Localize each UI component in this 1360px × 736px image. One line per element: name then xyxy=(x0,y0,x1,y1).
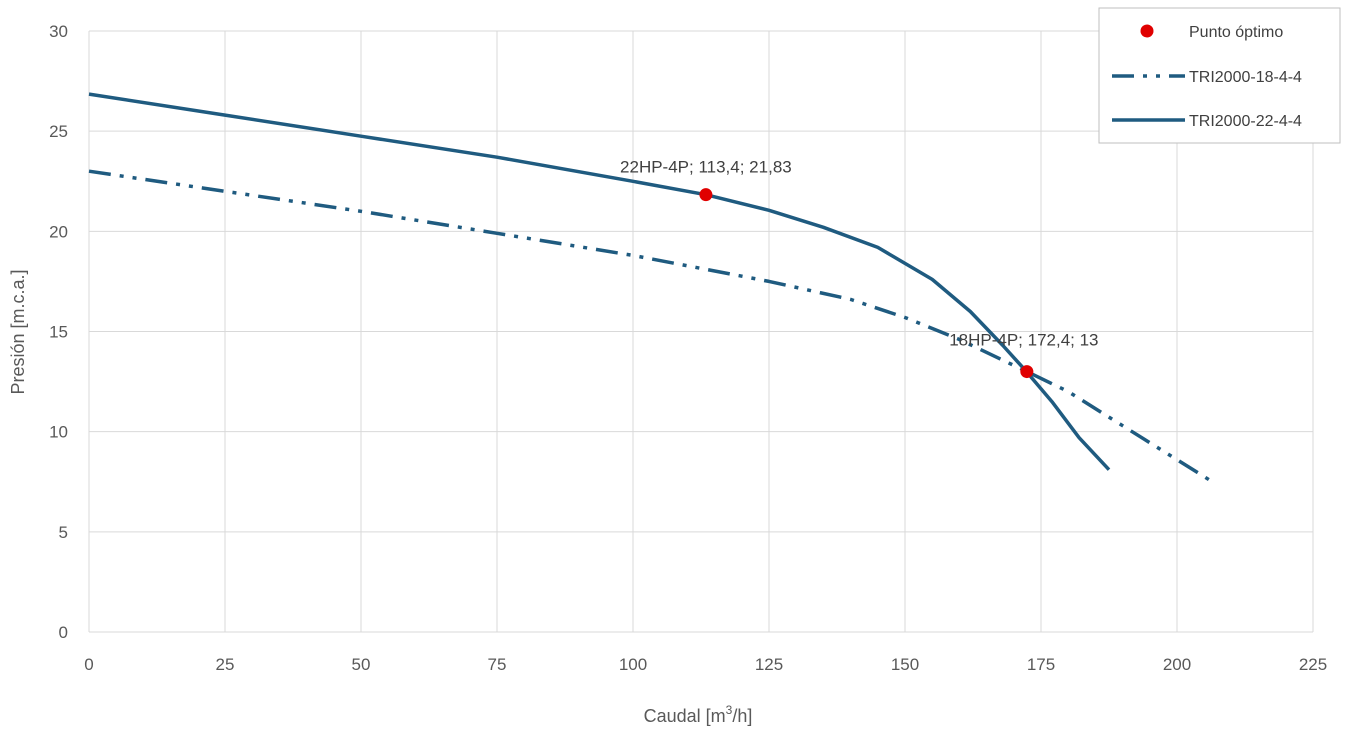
optimal-point-marker xyxy=(699,188,713,202)
y-tick-label: 15 xyxy=(49,323,68,342)
x-tick-label: 25 xyxy=(216,655,235,674)
legend-label: Punto óptimo xyxy=(1189,24,1283,41)
axis-layer: 0 25 50 75 100 125 150 175 200 225 0 5 10 15 20 25 30 xyxy=(49,22,1327,674)
x-tick-label: 150 xyxy=(891,655,919,674)
y-tick-label: 25 xyxy=(49,122,68,141)
x-tick-label: 100 xyxy=(619,655,647,674)
series-layer xyxy=(88,92,1214,484)
data-label: 22HP-4P; 113,4; 21,83 xyxy=(620,158,792,177)
x-tick-label: 200 xyxy=(1163,655,1191,674)
legend-items: Punto óptimo TRI2000-18-4-4 TRI2000-22-4-4 xyxy=(1112,24,1302,130)
legend: Punto óptimo TRI2000-18-4-4 TRI2000-22-4-4 xyxy=(1098,7,1341,144)
y-tick-label: 30 xyxy=(49,22,68,41)
series-line-tri2000-22-4-4 xyxy=(88,92,1111,471)
x-tick-label: 175 xyxy=(1027,655,1055,674)
data-label-layer: 22HP-4P; 113,4; 21,83 18HP-4P; 172,4; 13 xyxy=(620,158,1098,350)
x-tick-label: 50 xyxy=(352,655,371,674)
y-tick-label: 20 xyxy=(49,222,68,241)
x-tick-label: 75 xyxy=(488,655,507,674)
legend-label: TRI2000-18-4-4 xyxy=(1189,69,1302,86)
x-axis-title: Caudal [m3/h] xyxy=(644,703,753,726)
series-line-tri2000-18-4-4 xyxy=(88,169,1214,484)
x-tick-label: 125 xyxy=(755,655,783,674)
legend-marker-point xyxy=(1140,24,1154,38)
y-tick-label: 10 xyxy=(49,423,68,442)
legend-label: TRI2000-22-4-4 xyxy=(1189,113,1302,130)
x-tick-label: 225 xyxy=(1299,655,1327,674)
y-tick-label: 5 xyxy=(59,523,68,542)
y-axis-title: Presión [m.c.a.] xyxy=(8,269,28,394)
optimal-point-marker xyxy=(1020,365,1034,379)
y-tick-label: 0 xyxy=(59,623,68,642)
x-tick-label: 0 xyxy=(84,655,93,674)
data-label: 18HP-4P; 172,4; 13 xyxy=(949,331,1098,350)
grid-layer xyxy=(88,30,1314,633)
